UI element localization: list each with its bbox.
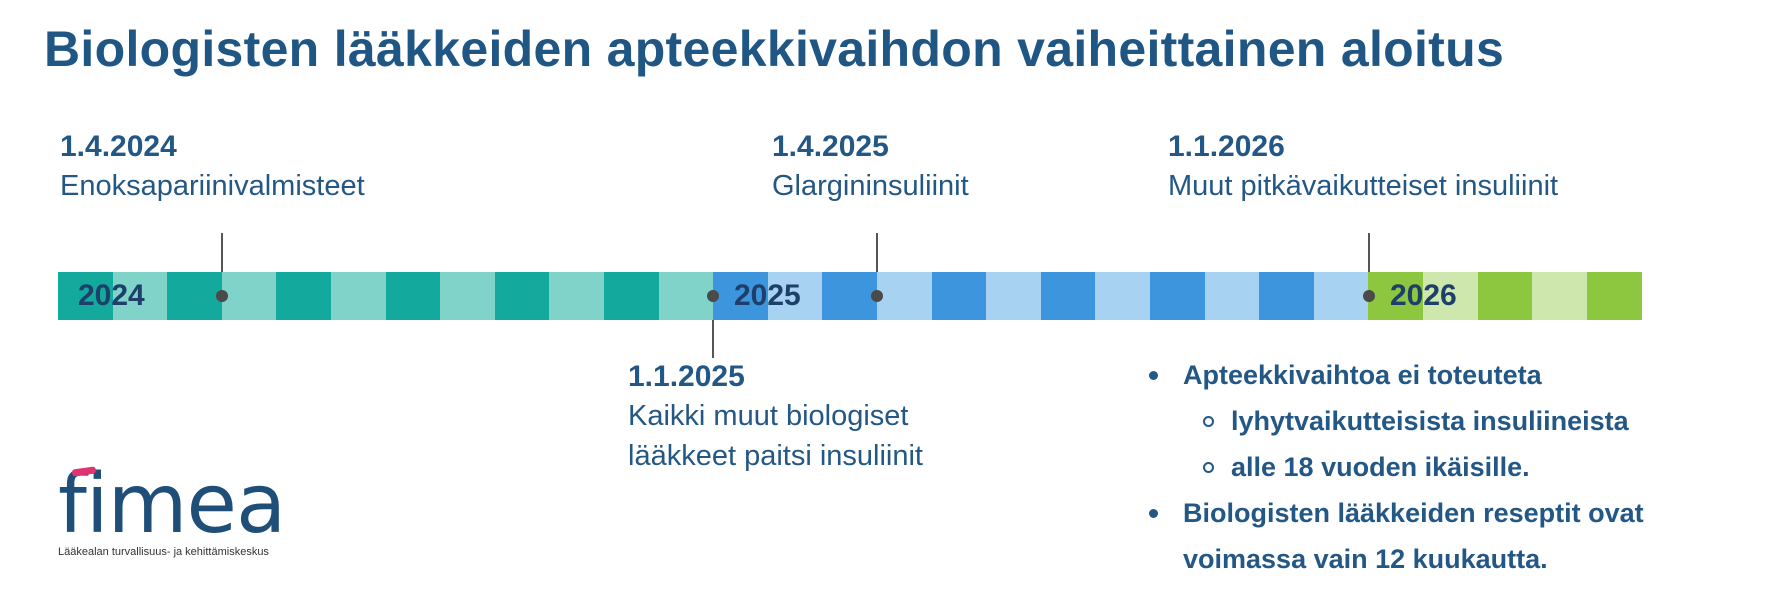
event-connector xyxy=(1368,233,1370,295)
event-connector xyxy=(221,233,223,295)
event-description: Kaikki muut biologiset xyxy=(628,400,909,432)
event-marker xyxy=(871,290,883,302)
logo-tagline: Lääkealan turvallisuus- ja kehittämiskes… xyxy=(58,546,269,558)
event-description: lääkkeet paitsi insuliinit xyxy=(628,440,923,472)
page-title: Biologisten lääkkeiden apteekkivaihdon v… xyxy=(44,21,1505,77)
hollow-bullet-icon xyxy=(1203,462,1214,473)
timeline-month-segment xyxy=(331,272,387,320)
timeline-month-segment xyxy=(440,272,496,320)
timeline-month-segment xyxy=(549,272,605,320)
timeline-month-segment xyxy=(1477,272,1533,320)
timeline-month-segment xyxy=(494,272,550,320)
event-description: Glargininsuliinit xyxy=(772,170,969,202)
fimea-logo: fimea Lääkealan turvallisuus- ja kehittä… xyxy=(58,457,286,559)
timeline-month-segment xyxy=(112,272,168,320)
year-label: 2026 xyxy=(1390,279,1457,312)
notes-list: Apteekkivaihtoa ei toteuteta lyhytvaikut… xyxy=(1143,352,1644,582)
timeline-month-segment xyxy=(221,272,277,320)
event-date: 1.1.2025 xyxy=(628,360,745,393)
timeline-month-segment xyxy=(1313,272,1369,320)
event-date: 1.4.2025 xyxy=(772,130,889,163)
event-description: Enoksapariinivalmisteet xyxy=(60,170,365,202)
year-label: 2024 xyxy=(78,279,145,312)
event-2025-04: 1.4.2025 Glargininsuliinit xyxy=(772,128,969,206)
timeline-month-segment xyxy=(877,272,933,320)
year-label: 2025 xyxy=(734,279,801,312)
timeline-month-segment xyxy=(1423,272,1479,320)
note-item: Biologisten lääkkeiden reseptit ovat xyxy=(1143,490,1644,536)
event-date: 1.1.2026 xyxy=(1168,130,1285,163)
logo-wordmark: fimea xyxy=(58,457,286,552)
event-marker xyxy=(707,290,719,302)
timeline-month-segment xyxy=(986,272,1042,320)
timeline-month-segment xyxy=(1259,272,1315,320)
bullet-icon xyxy=(1149,371,1158,380)
timeline-month-segment xyxy=(713,272,769,320)
timeline-month-segment xyxy=(1586,272,1642,320)
sub-note-item: lyhytvaikutteisista insuliineista xyxy=(1143,398,1644,444)
bullet-icon xyxy=(1149,509,1158,518)
timeline-month-segment xyxy=(167,272,223,320)
timeline-month-segment xyxy=(1150,272,1206,320)
timeline-month-segment xyxy=(604,272,660,320)
event-2025-01: 1.1.2025 Kaikki muut biologiset lääkkeet… xyxy=(628,358,923,476)
timeline-month-segment xyxy=(58,272,114,320)
event-connector xyxy=(712,296,714,358)
event-description: Muut pitkävaikutteiset insuliinit xyxy=(1168,170,1559,202)
timeline-month-segment xyxy=(385,272,441,320)
timeline-month-segment xyxy=(822,272,878,320)
timeline-month-segment xyxy=(658,272,714,320)
timeline-month-segment xyxy=(276,272,332,320)
timeline-month-segment xyxy=(767,272,823,320)
timeline-month-segment xyxy=(1040,272,1096,320)
timeline-month-segment xyxy=(1095,272,1151,320)
event-date: 1.4.2024 xyxy=(60,130,177,163)
timeline-month-segment xyxy=(1204,272,1260,320)
hollow-bullet-icon xyxy=(1203,416,1214,427)
timeline-bar: 2024 2025 2026 xyxy=(58,272,1644,320)
event-connector xyxy=(876,233,878,295)
event-2026-01: 1.1.2026 Muut pitkävaikutteiset insuliin… xyxy=(1168,128,1558,206)
timeline-month-segment xyxy=(1368,272,1424,320)
event-marker xyxy=(1363,290,1375,302)
event-2024-04: 1.4.2024 Enoksapariinivalmisteet xyxy=(60,128,365,206)
note-item-continuation: voimassa vain 12 kuukautta. xyxy=(1183,544,1548,574)
note-item: Apteekkivaihtoa ei toteuteta xyxy=(1143,352,1644,398)
timeline-month-segment xyxy=(931,272,987,320)
timeline-month-segment xyxy=(1532,272,1588,320)
event-marker xyxy=(216,290,228,302)
sub-note-item: alle 18 vuoden ikäisille. xyxy=(1143,444,1644,490)
